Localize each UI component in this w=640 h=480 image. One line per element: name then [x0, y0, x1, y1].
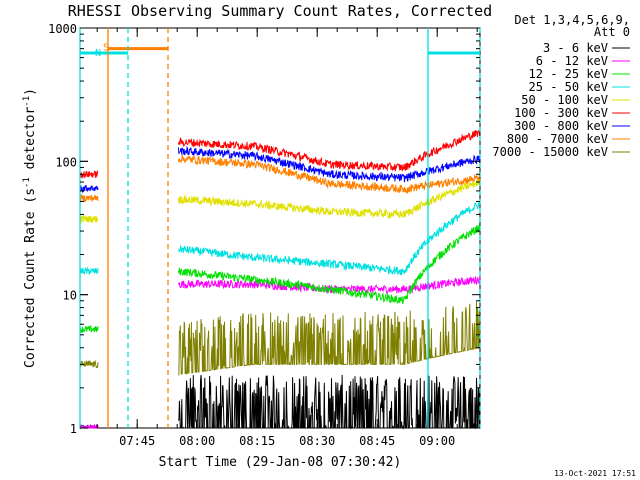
series-25-50-kev [79, 201, 481, 276]
y-label-part1: Corrected Count Rate (s [23, 188, 38, 368]
y-tick-label: 10 [63, 289, 77, 303]
footer-timestamp: 13-Oct-2021 17:51 [554, 469, 636, 478]
legend-header-line1: Det 1,3,4,5,6,9, [514, 13, 630, 27]
legend-label: 12 - 25 keV [529, 67, 608, 81]
x-tick-label: 09:00 [419, 434, 455, 448]
chart-title: RHESSI Observing Summary Count Rates, Co… [68, 2, 492, 20]
y-label-part3: ) [23, 88, 38, 96]
series-line [79, 169, 99, 180]
x-axis: 07:45 08:00 08:15 08:30 08:45 09:00 [96, 28, 478, 448]
series-line [177, 178, 481, 220]
series-50-100-kev [79, 178, 481, 224]
series-12-25-kev [79, 223, 481, 333]
series-line [79, 193, 99, 203]
series-line [177, 154, 481, 195]
annotation-layer: SN [79, 28, 481, 428]
series-line [79, 423, 99, 430]
legend-label: 25 - 50 keV [529, 80, 608, 94]
y-tick-label: 1 [70, 422, 77, 436]
y-label-part2: detector [23, 107, 38, 178]
data-layer [79, 129, 481, 430]
y-label-exp1: -1 [22, 177, 32, 188]
y-axis-label: Corrected Count Rate (s-1 detector-1) [22, 88, 38, 368]
series-line [79, 324, 99, 333]
plot-frame [79, 27, 481, 429]
x-tick-label: 08:00 [179, 434, 215, 448]
legend-label: 7000 - 15000 keV [492, 145, 608, 159]
legend-label: 800 - 7000 keV [507, 132, 608, 146]
x-tick-label: 08:30 [299, 434, 335, 448]
legend-label: 300 - 800 keV [514, 119, 608, 133]
series-line [79, 266, 99, 275]
x-tick-label: 07:45 [119, 434, 155, 448]
legend-label: 3 - 6 keV [543, 41, 608, 55]
x-tick-label: 08:45 [359, 434, 395, 448]
x-tick-label: 08:15 [239, 434, 275, 448]
series-line [177, 201, 481, 276]
series-line [177, 129, 481, 172]
series-line [177, 145, 481, 183]
annotation-label: N [95, 48, 101, 59]
legend-label: 100 - 300 keV [514, 106, 608, 120]
series-line [177, 374, 481, 430]
legend-label: 6 - 12 keV [536, 54, 608, 68]
y-tick-label: 1000 [48, 22, 77, 36]
legend-header-line2: Att 0 [594, 25, 630, 39]
y-axis: 1 10 100 1000 [48, 22, 480, 436]
series-800-7000-kev [79, 154, 481, 203]
series-line [177, 223, 481, 305]
annotation-label: S [103, 43, 109, 54]
y-label-exp2: -1 [22, 96, 32, 107]
series-line [178, 301, 481, 376]
series-7000-15000-kev [79, 301, 481, 376]
series-100-300-kev [79, 129, 481, 180]
y-tick-label: 100 [55, 155, 77, 169]
legend-label: 50 - 100 keV [521, 93, 608, 107]
series-3-6-kev [79, 374, 481, 430]
x-axis-label: Start Time (29-Jan-08 07:30:42) [159, 455, 402, 470]
series-line [79, 214, 99, 224]
